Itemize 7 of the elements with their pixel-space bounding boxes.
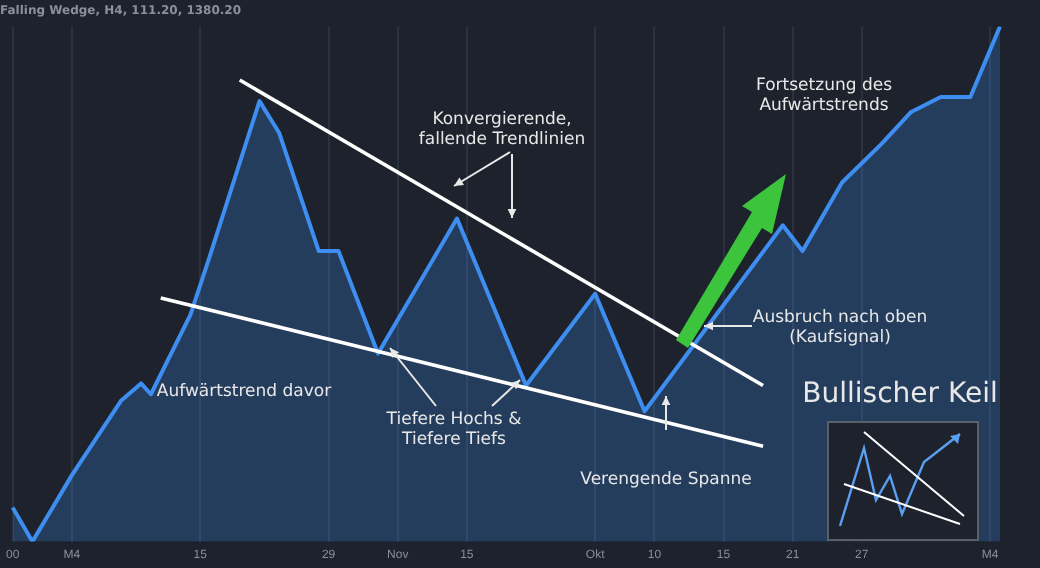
annotation: Bullischer Keil	[800, 378, 1000, 412]
annotation: Ausbruch nach oben (Kaufsignal)	[750, 308, 930, 349]
annotation: Fortsetzung des Aufwärtstrends	[754, 76, 894, 117]
annotation: Verengende Spanne	[578, 470, 754, 491]
annotation: Aufwärtstrend davor	[154, 382, 334, 403]
annotation: Konvergierende, fallende Trendlinien	[416, 110, 588, 151]
annotation: Tiefere Hochs & Tiefere Tiefs	[384, 410, 524, 451]
